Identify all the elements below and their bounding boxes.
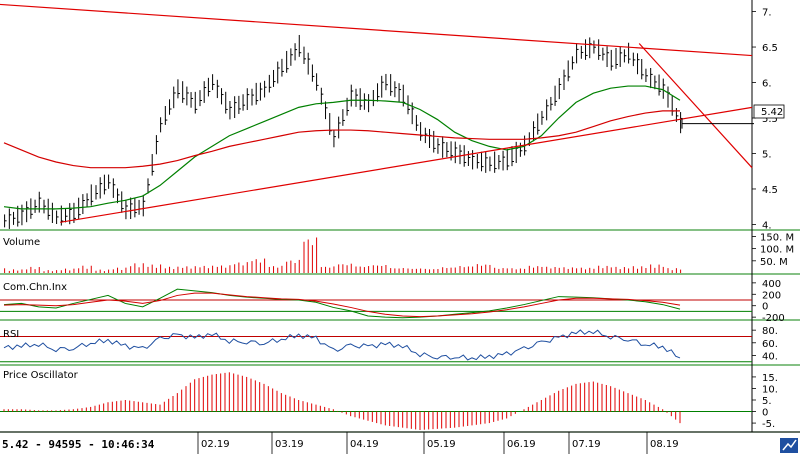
current-price-label: 5.42 [761, 107, 783, 118]
cci-y-tick-label: 400 [762, 279, 781, 290]
x-tick-label: 08.19 [650, 439, 679, 450]
x-tick-label: 03.19 [275, 439, 304, 450]
price-y-tick-label: 7. [762, 8, 772, 19]
rsi-y-tick-label: 80. [762, 326, 778, 337]
oscillator-title: Price Oscillator [3, 370, 79, 381]
price-y-tick-label: 6. [762, 79, 772, 90]
x-tick-label: 06.19 [507, 439, 536, 450]
grid-layer [0, 0, 800, 433]
cci-y-tick-label: 200 [762, 290, 781, 301]
x-tick-label: 05.19 [427, 439, 456, 450]
current-price-tag [753, 104, 785, 119]
trendline [638, 43, 753, 169]
chart-logo-icon[interactable] [780, 438, 798, 453]
oscillator-y-tick-label: 5. [762, 396, 772, 407]
volume-panel[interactable] [4, 237, 682, 273]
cci-panel[interactable] [0, 288, 752, 319]
price-y-tick-label: 5. [762, 149, 772, 160]
volume-y-tick-label: 50. M [760, 257, 788, 268]
oscillator-panel[interactable] [0, 372, 752, 430]
cci-y-tick-label: 0 [762, 302, 768, 313]
price-y-tick-label: 4.5 [762, 185, 778, 196]
rsi-title: RSI [3, 329, 19, 340]
cci-title: Com.Chn.Inx [3, 282, 67, 293]
price-y-tick-label: 4. [762, 220, 772, 231]
status-readout: 5.42 - 94595 - 10:46:34 [2, 438, 155, 451]
volume-y-tick-label: 150. M [760, 232, 794, 243]
price-y-tick-label: 5.5 [762, 114, 778, 125]
moving-average-short-line [3, 85, 681, 210]
volume-title: Volume [3, 237, 40, 248]
oscillator-y-tick-label: 10. [762, 384, 778, 395]
rsi-line [3, 329, 681, 361]
cci-y-tick-label: -200 [762, 313, 785, 324]
cci-line [3, 288, 681, 319]
oscillator-y-tick-label: 0 [762, 408, 768, 419]
rsi-y-tick-label: 60. [762, 339, 778, 350]
trendline [0, 3, 753, 57]
rsi-y-tick-label: 40. [762, 351, 778, 362]
rsi-panel[interactable] [0, 329, 752, 363]
price-panel[interactable] [0, 3, 754, 229]
x-tick-label: 02.19 [201, 439, 230, 450]
moving-average-long-line [3, 110, 680, 169]
x-tick-label: 04.19 [350, 439, 379, 450]
volume-y-tick-label: 100. M [760, 245, 794, 256]
trendline [60, 106, 753, 223]
oscillator-y-tick-label: 15. [762, 373, 778, 384]
oscillator-y-tick-label: -5. [762, 419, 775, 430]
axis-layer: 02.19 03.19 04.19 05.19 06.19 07.19 08.19 4. 4.5… [197, 8, 794, 454]
cci-signal-line [3, 292, 681, 318]
x-tick-label: 07.19 [572, 439, 601, 450]
price-y-tick-label: 6.5 [762, 43, 778, 54]
